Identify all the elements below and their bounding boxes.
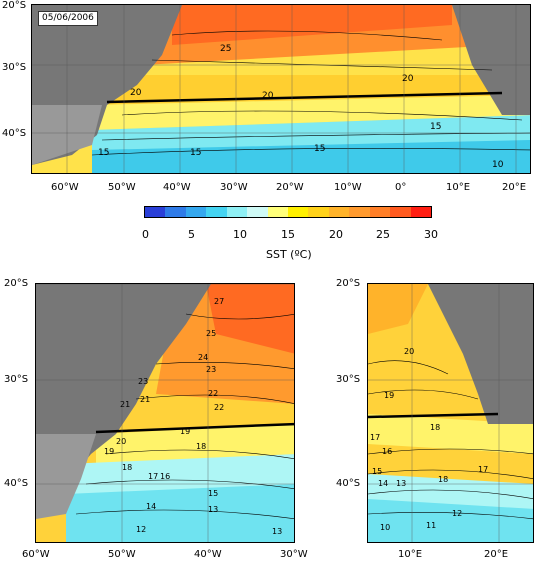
contour-label: 25 bbox=[220, 44, 231, 54]
colorbar-title: SST (ºC) bbox=[266, 248, 312, 261]
contour-label: 20 bbox=[402, 74, 414, 84]
lat-label: 30°S bbox=[4, 374, 29, 385]
lat-label: 30°S bbox=[2, 62, 27, 73]
lon-label: 20°E bbox=[484, 549, 509, 560]
colorbar-tick: 20 bbox=[329, 228, 343, 241]
contour-label: 18 bbox=[438, 475, 448, 484]
colorbar-tick: 10 bbox=[233, 228, 247, 241]
contour-label: 14 bbox=[146, 502, 156, 511]
contour-label: 14 bbox=[378, 479, 388, 488]
contour-label: 17 bbox=[148, 472, 158, 481]
contour-label: 19 bbox=[384, 391, 394, 400]
lat-label: 20°S bbox=[2, 0, 27, 11]
contour-label: 27 bbox=[214, 297, 224, 306]
lat-label: 30°S bbox=[336, 374, 361, 385]
contour-label: 20 bbox=[262, 91, 274, 101]
contour-label: 18 bbox=[122, 463, 132, 472]
colorbar-segment bbox=[390, 207, 412, 217]
lon-label: 60°W bbox=[22, 549, 50, 560]
lon-label: 30°W bbox=[220, 182, 248, 193]
contour-label: 25 bbox=[206, 329, 216, 338]
contour-label: 13 bbox=[272, 527, 282, 536]
lat-label: 40°S bbox=[2, 128, 27, 139]
colorbar-segment bbox=[145, 207, 166, 217]
lon-label: 40°W bbox=[194, 549, 222, 560]
date-label: 05/06/2006 bbox=[38, 11, 98, 26]
contour-label: 10 bbox=[380, 523, 390, 532]
contour-label: 15 bbox=[372, 467, 382, 476]
lat-label: 20°S bbox=[4, 278, 29, 289]
contour-label: 20 bbox=[130, 88, 142, 98]
contour-label: 18 bbox=[196, 442, 206, 451]
colorbar-segment bbox=[369, 207, 391, 217]
colorbar-segment bbox=[349, 207, 371, 217]
lon-label: 50°W bbox=[108, 182, 136, 193]
lon-label: 10°E bbox=[398, 549, 423, 560]
contour-label: 10 bbox=[492, 160, 504, 170]
contour-label: 16 bbox=[382, 447, 392, 456]
lon-label: 10°W bbox=[334, 182, 362, 193]
lat-label: 40°S bbox=[336, 478, 361, 489]
colorbar-segment bbox=[328, 207, 350, 217]
contour-label: 20 bbox=[404, 347, 414, 356]
contour-label: 17 bbox=[478, 465, 488, 474]
southwest-atlantic-map: 27 25 24 23 23 22 21 22 21 20 19 18 19 1… bbox=[35, 283, 295, 543]
contour-label: 23 bbox=[206, 365, 216, 374]
contour-label: 15 bbox=[98, 148, 109, 158]
colorbar-segment bbox=[308, 207, 330, 217]
sst-colorbar bbox=[144, 206, 432, 218]
contour-label: 15 bbox=[430, 122, 441, 132]
lon-label: 30°W bbox=[280, 549, 308, 560]
contour-label: 17 bbox=[370, 433, 380, 442]
contour-label: 15 bbox=[208, 489, 218, 498]
contour-label: 22 bbox=[208, 389, 218, 398]
contour-label: 19 bbox=[180, 427, 190, 436]
colorbar-tick: 0 bbox=[142, 228, 149, 241]
lon-label: 50°W bbox=[108, 549, 136, 560]
colorbar-tick: 15 bbox=[281, 228, 295, 241]
main-sst-map: 25 20 20 20 15 15 15 15 10 05/06/2006 bbox=[31, 4, 531, 174]
contour-label: 22 bbox=[214, 403, 224, 412]
lon-label: 60°W bbox=[51, 182, 79, 193]
contour-label: 24 bbox=[198, 353, 208, 362]
contour-label: 16 bbox=[160, 472, 170, 481]
colorbar-segment bbox=[206, 207, 228, 217]
colorbar-segment bbox=[410, 207, 432, 217]
contour-label: 20 bbox=[116, 437, 126, 446]
lon-label: 0° bbox=[395, 182, 407, 193]
colorbar-segment bbox=[267, 207, 289, 217]
lon-label: 20°W bbox=[276, 182, 304, 193]
colorbar-segment bbox=[288, 207, 309, 217]
colorbar-segment bbox=[247, 207, 269, 217]
southeast-atlantic-map: 20 19 18 17 16 15 14 13 12 11 10 18 17 bbox=[367, 283, 534, 543]
contour-label: 12 bbox=[452, 509, 462, 518]
colorbar-tick: 30 bbox=[424, 228, 438, 241]
contour-label: 15 bbox=[314, 144, 325, 154]
lon-label: 20°E bbox=[502, 182, 527, 193]
colorbar-segment bbox=[185, 207, 207, 217]
contour-label: 15 bbox=[190, 148, 201, 158]
lon-label: 10°E bbox=[446, 182, 471, 193]
colorbar-tick: 25 bbox=[376, 228, 390, 241]
contour-label: 13 bbox=[396, 479, 406, 488]
colorbar-tick: 5 bbox=[188, 228, 195, 241]
contour-label: 12 bbox=[136, 525, 146, 534]
contour-label: 23 bbox=[138, 377, 148, 386]
colorbar-segment bbox=[226, 207, 248, 217]
contour-label: 11 bbox=[426, 521, 436, 530]
contour-label: 21 bbox=[120, 400, 130, 409]
contour-label: 18 bbox=[430, 423, 440, 432]
lat-label: 20°S bbox=[336, 278, 361, 289]
contour-label: 13 bbox=[208, 505, 218, 514]
contour-label: 19 bbox=[104, 447, 114, 456]
colorbar-segment bbox=[165, 207, 187, 217]
lon-label: 40°W bbox=[163, 182, 191, 193]
contour-label: 21 bbox=[140, 395, 150, 404]
lat-label: 40°S bbox=[4, 478, 29, 489]
